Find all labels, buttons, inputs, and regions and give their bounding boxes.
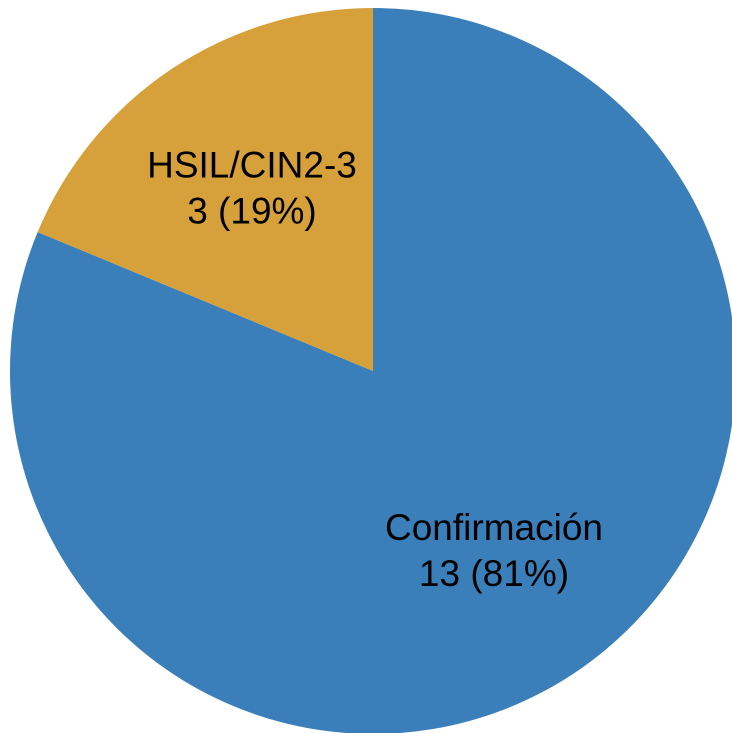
slice-value-label: 13 (81%) bbox=[419, 553, 569, 594]
slice-label: Confirmación bbox=[385, 507, 603, 548]
pie-slice bbox=[10, 8, 732, 733]
pie-slice bbox=[37, 8, 374, 371]
slice-value-label: 3 (19%) bbox=[187, 191, 317, 232]
slice-label: HSIL/CIN2-3 bbox=[147, 145, 357, 186]
